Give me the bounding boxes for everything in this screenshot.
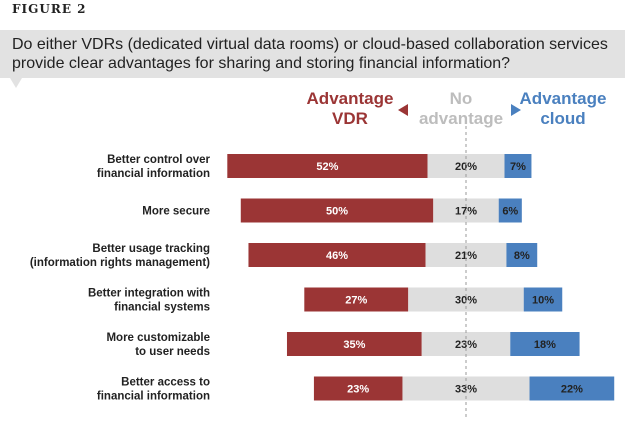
value-label-no-advantage: 20% — [455, 161, 477, 173]
category-label: Better control over financial information — [97, 154, 211, 180]
bar-cloud — [523, 287, 563, 312]
legend-advantage-cloud: Advantage cloud — [520, 89, 607, 128]
value-label-no-advantage: 21% — [455, 250, 477, 262]
bar-vdr — [313, 376, 403, 401]
category-label: More secure — [142, 206, 210, 218]
value-label-vdr: 35% — [343, 339, 365, 351]
bar-cloud — [510, 332, 580, 356]
value-label-cloud: 18% — [534, 339, 556, 351]
value-label-cloud: 7% — [510, 161, 526, 173]
value-label-cloud: 10% — [532, 295, 554, 307]
question-box: Do either VDRs (dedicated virtual data r… — [0, 30, 625, 78]
bar-vdr — [286, 332, 422, 356]
value-label-cloud: 6% — [502, 206, 518, 218]
diverging-bar-chart: Advantage VDR No advantage Advantage cloud 52%… — [30, 89, 615, 418]
question-text: Do either VDRs (dedicated virtual data r… — [12, 36, 608, 72]
value-label-vdr: 50% — [326, 206, 348, 218]
figure-label: FIGURE 2 — [12, 2, 87, 16]
value-label-vdr: 52% — [316, 161, 338, 173]
category-label: Better usage tracking (information rights… — [30, 243, 210, 269]
legend-no-advantage: No advantage — [419, 89, 503, 128]
bar-vdr — [227, 154, 428, 178]
value-label-vdr: 46% — [326, 250, 348, 262]
bar-vdr — [240, 198, 434, 223]
question-pointer — [10, 78, 22, 88]
value-label-cloud: 22% — [561, 384, 583, 396]
category-label: Better integration with financial systems — [88, 288, 210, 314]
legend-arrow-left — [398, 104, 408, 116]
value-label-cloud: 8% — [514, 250, 530, 262]
bar-vdr — [248, 243, 426, 267]
value-label-vdr: 23% — [347, 384, 369, 396]
category-label: More customizable to user needs — [106, 332, 210, 358]
legend-arrow-right — [511, 104, 521, 116]
bar-cloud — [504, 154, 532, 178]
category-label: Better access to financial information — [97, 377, 210, 403]
bar-vdr — [304, 287, 409, 312]
bar-cloud — [529, 376, 615, 401]
bar-cloud — [498, 198, 522, 223]
value-label-no-advantage: 33% — [455, 384, 477, 396]
legend-advantage-vdr: Advantage VDR — [307, 89, 394, 128]
bar-cloud — [506, 243, 538, 267]
value-label-vdr: 27% — [345, 295, 367, 307]
